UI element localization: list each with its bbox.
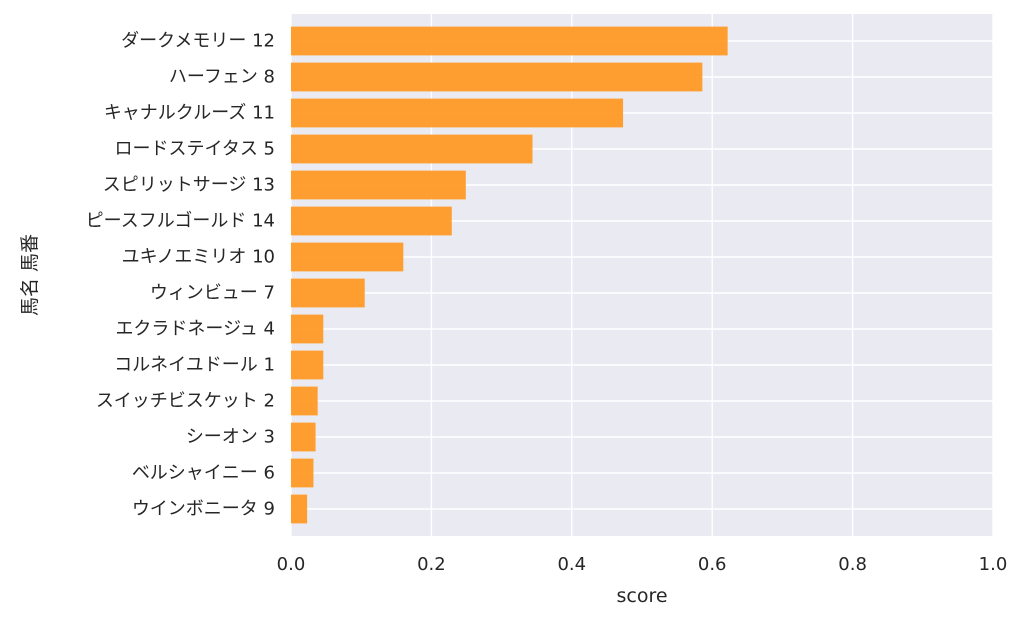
x-tick-label: 0.0 — [277, 554, 306, 575]
y-tick-label: スピリットサージ 13 — [103, 175, 275, 196]
bar — [291, 458, 314, 488]
x-tick-label: 0.6 — [698, 554, 727, 575]
bar — [291, 26, 728, 56]
y-tick-label: ダークメモリー 12 — [121, 31, 275, 52]
y-tick-label: ベルシャイニー 6 — [132, 463, 275, 484]
y-axis-title: 馬名 馬番 — [19, 234, 41, 316]
y-tick-labels: ダークメモリー 12 ハーフェン 8 キャナルクルーズ 11 ロードステイタス 5 スピ… — [86, 31, 275, 520]
x-tick-label: 1.0 — [979, 554, 1008, 575]
bar — [291, 98, 624, 128]
y-tick-label: ピースフルゴールド 14 — [86, 211, 275, 232]
y-tick-label: ユキノエミリオ 10 — [122, 247, 275, 268]
y-tick-label: エクラドネージュ 4 — [115, 319, 275, 340]
x-axis-title: score — [616, 585, 667, 607]
x-tick-label: 0.4 — [557, 554, 586, 575]
y-tick-label: シーオン 3 — [186, 427, 275, 448]
bar — [291, 62, 703, 92]
bar — [291, 494, 308, 524]
bars — [291, 26, 728, 524]
bar — [291, 314, 324, 344]
y-tick-label: ウィンビュー 7 — [150, 283, 275, 304]
y-tick-label: ウインボニータ 9 — [132, 499, 275, 520]
bar — [291, 350, 324, 380]
bar — [291, 242, 404, 272]
bar — [291, 278, 365, 308]
plot-area — [291, 14, 993, 536]
bar — [291, 134, 533, 164]
bar — [291, 206, 452, 236]
y-tick-label: ハーフェン 8 — [169, 67, 275, 88]
x-tick-labels: 0.0 0.2 0.4 0.6 0.8 1.0 — [277, 554, 1008, 575]
x-tick-label: 0.8 — [838, 554, 867, 575]
y-tick-label: ロードステイタス 5 — [115, 139, 275, 160]
x-tick-label: 0.2 — [417, 554, 446, 575]
y-tick-label: キャナルクルーズ 11 — [104, 103, 275, 124]
bar — [291, 170, 466, 200]
y-tick-label: コルネイユドール 1 — [114, 355, 275, 376]
bar — [291, 386, 318, 416]
bar — [291, 422, 316, 452]
y-tick-label: スイッチビスケット 2 — [96, 391, 275, 412]
